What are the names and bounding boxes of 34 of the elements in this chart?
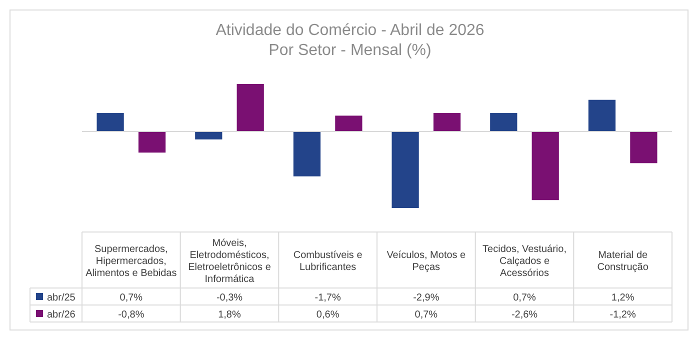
x-tick-label: Supermercados, Hipermercados, Alimentos e Bebidas [86,244,177,279]
data-label: 0,7% [414,310,438,320]
chart-subtitle: Por Setor - Mensal (%) [268,42,432,59]
bar [96,113,124,132]
data-label: -1,2% [610,310,636,320]
bar [335,116,362,132]
bar [195,131,222,140]
data-label: 0,7% [120,292,143,304]
bar [293,131,321,176]
x-tick-label: Material de Construção [597,250,649,273]
data-label: 1,8% [218,310,242,320]
bar [236,84,264,132]
data-label: -2,6% [511,310,538,320]
data-label: -2,9% [413,292,440,304]
data-label: 1,2% [611,292,634,304]
bar [392,131,419,208]
bar [532,131,559,200]
x-tick-label: Móveis, Eletrodomésticos, Eletroeletrônicos e Informática [188,238,272,285]
legend-label: abr/25 [47,292,76,304]
bar [138,131,166,153]
data-label: -1,7% [314,292,341,304]
legend-label: abr/26 [47,310,76,320]
data-label: -0,3% [216,292,243,304]
bar [630,131,658,164]
chart-title: Atividade do Comércio - Abril de 2026 [216,22,484,39]
x-tick-label: Veículos, Motos e Peças [386,250,466,273]
data-label: -0,8% [118,310,144,320]
x-tick-label: Combustíveis e Lubrificantes [293,250,363,273]
data-label: 0,6% [316,310,340,320]
x-tick-label: Tecidos, Vestuário, Calçados e Acessórios [482,244,566,279]
bar [490,113,518,132]
data-label: 0,7% [513,292,536,304]
bar [433,113,461,132]
bar [588,100,616,132]
